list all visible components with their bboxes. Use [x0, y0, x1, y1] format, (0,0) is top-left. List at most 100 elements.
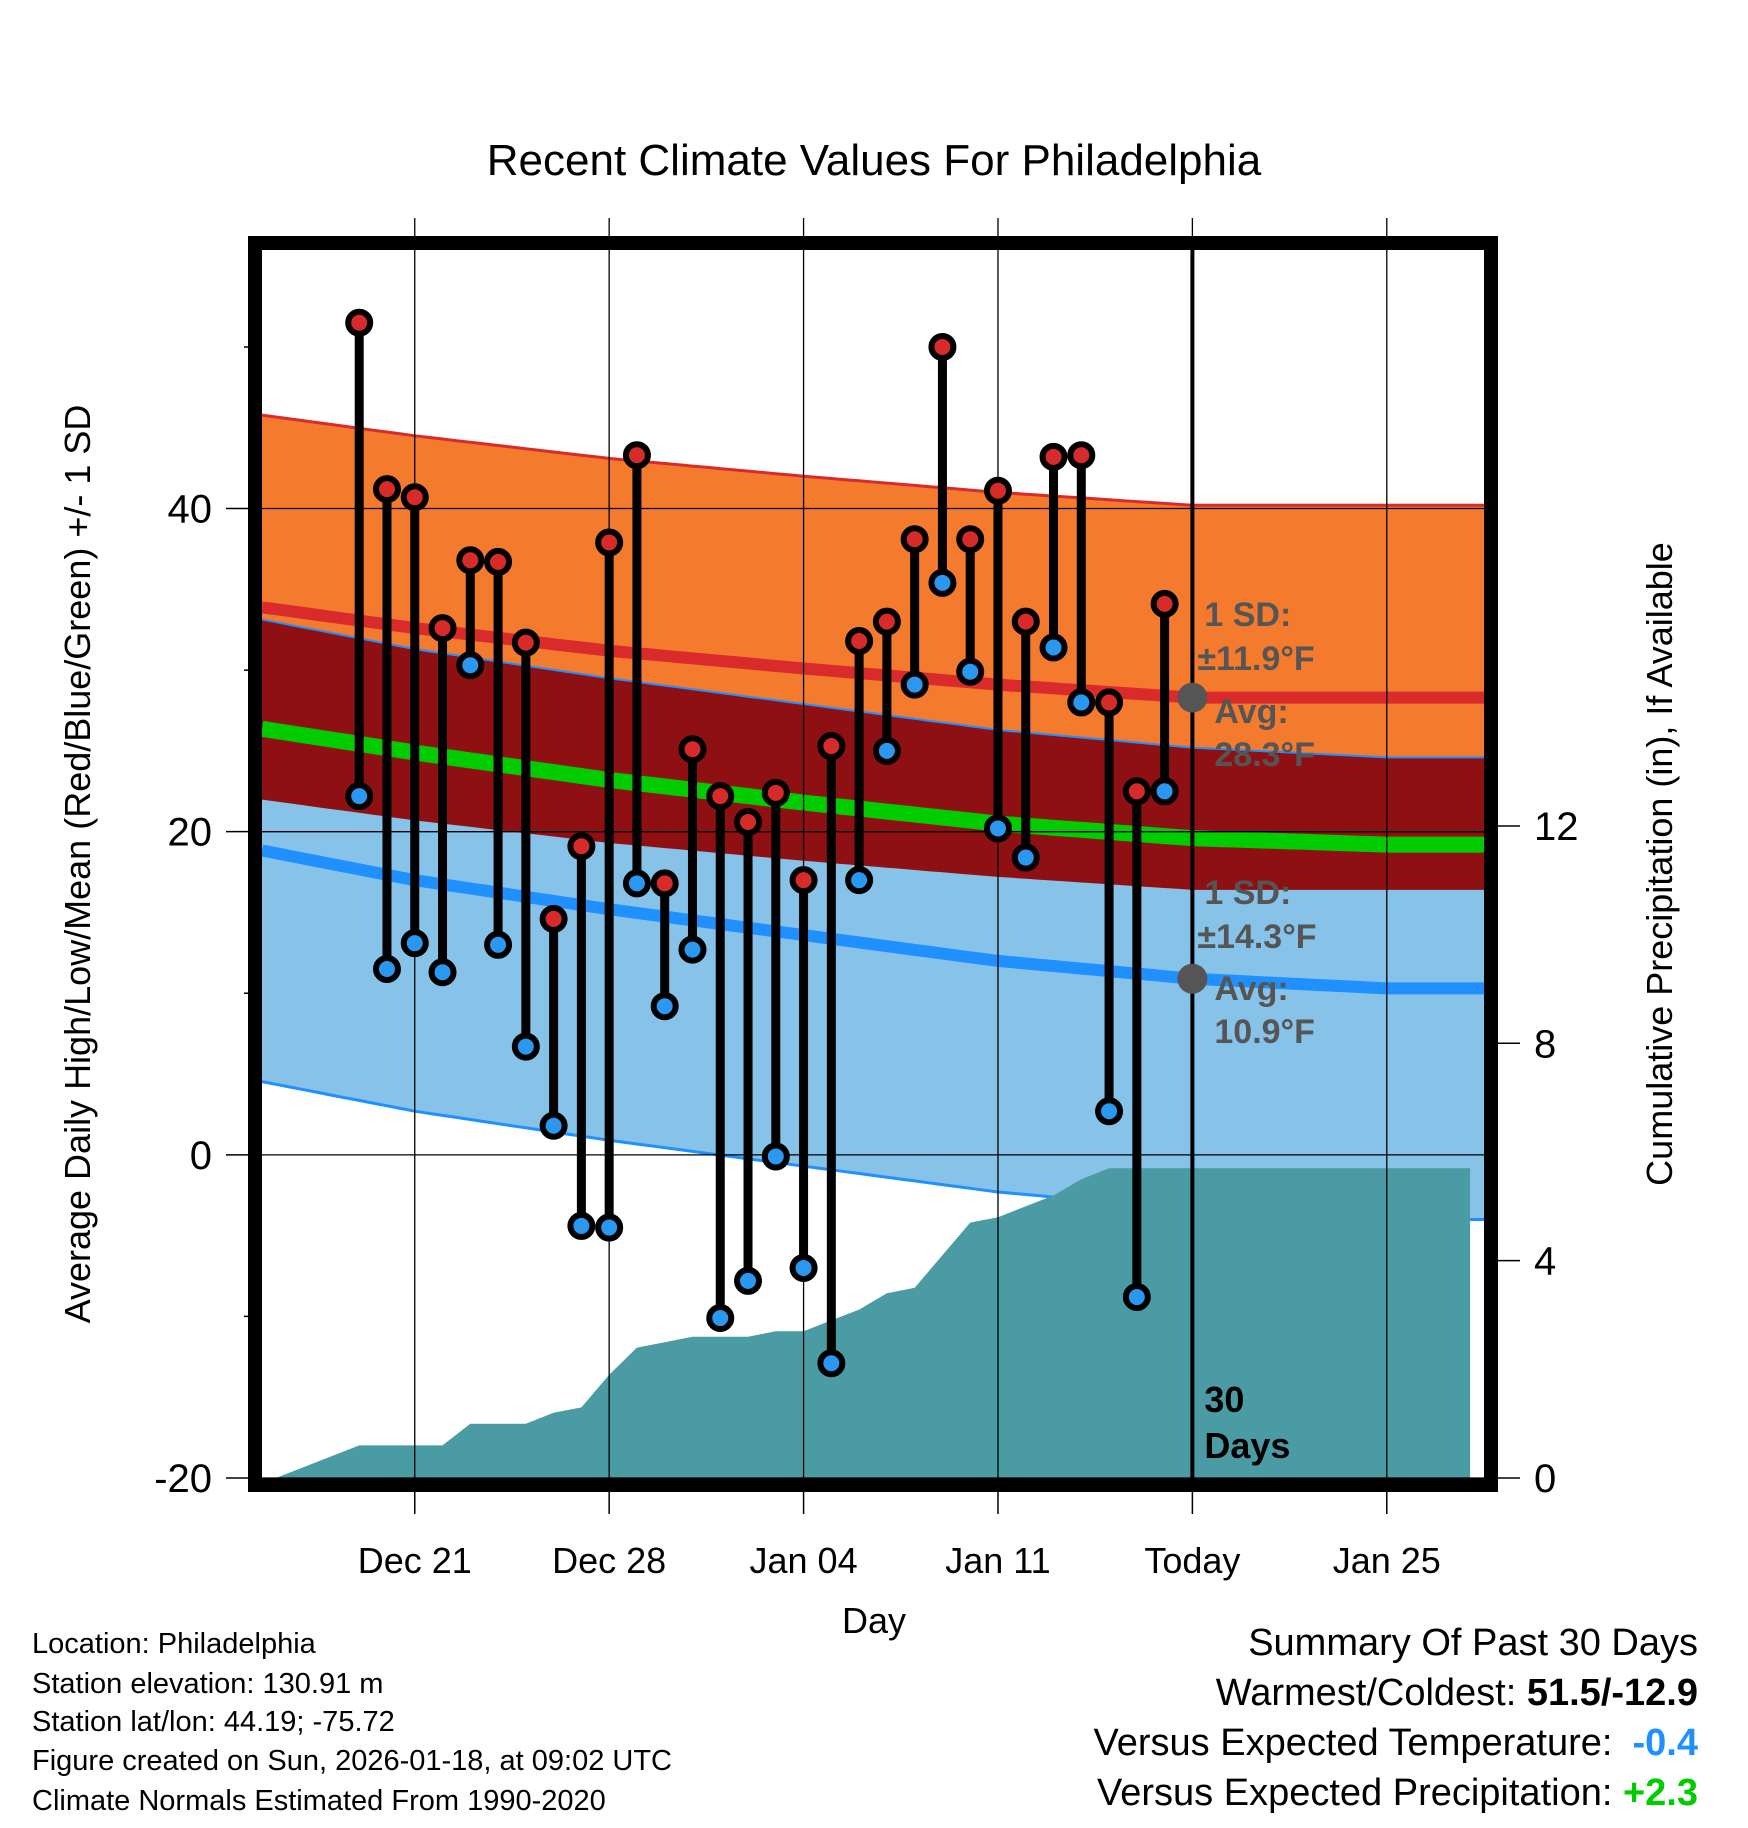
low-avg-value: 10.9°F [1214, 1013, 1315, 1051]
overlap-band [262, 619, 1484, 890]
daily-high-point [372, 475, 401, 504]
daily-low-point [817, 1349, 846, 1378]
daily-low-point [956, 657, 985, 686]
daily-low-point [983, 814, 1012, 843]
daily-high-point [1067, 441, 1096, 470]
y-tick-label: 40 [168, 488, 213, 532]
daily-high-point [872, 607, 901, 636]
daily-low-point [872, 736, 901, 765]
x-tick-label: Dec 21 [358, 1540, 472, 1581]
daily-low-point [900, 670, 929, 699]
daily-low-point [678, 935, 707, 964]
daily-high-point [1150, 589, 1179, 618]
high-avg-dot [1177, 682, 1208, 713]
daily-high-point [345, 308, 374, 337]
x-axis-label: Day [842, 1600, 906, 1641]
daily-high-point [428, 614, 457, 643]
daily-low-point [1150, 777, 1179, 806]
daily-high-point [928, 332, 957, 361]
info-location: Location: Philadelphia [32, 1628, 316, 1660]
daily-high-point [845, 627, 874, 656]
chart-title: Recent Climate Values For Philadelphia [487, 136, 1262, 185]
x-tick-label: Today [1144, 1540, 1240, 1581]
y2-tick-label: 4 [1534, 1240, 1556, 1284]
daily-high-point [1095, 688, 1124, 717]
y2-axis-label: Cumulative Precipitation (in), If Availa… [1639, 542, 1680, 1186]
low-sd-label: 1 SD: [1204, 874, 1291, 912]
daily-low-point [622, 869, 651, 898]
summary-warm-cold-label: Warmest/Coldest: [1215, 1672, 1517, 1714]
summary-title: Summary Of Past 30 Days [1248, 1622, 1698, 1664]
daily-low-point [372, 955, 401, 984]
daily-low-point [734, 1266, 763, 1295]
summary-temp-label: Versus Expected Temperature: [1093, 1722, 1613, 1764]
high-sd-value: ±11.9°F [1197, 640, 1314, 678]
daily-high-point [622, 441, 651, 470]
daily-low-point [1067, 688, 1096, 717]
daily-low-point [650, 992, 679, 1021]
daily-high-point [400, 483, 429, 512]
daily-high-point [1039, 442, 1068, 471]
info-elevation: Station elevation: 130.91 m [32, 1668, 384, 1700]
y2-tick-label: 12 [1534, 805, 1579, 849]
y-tick-label: 0 [190, 1134, 212, 1178]
summary-prcp-label: Versus Expected Precipitation: [1097, 1772, 1613, 1814]
daily-low-point [1095, 1097, 1124, 1126]
y2-tick-label: 0 [1534, 1457, 1556, 1501]
days-number-label: 30 [1204, 1379, 1244, 1420]
daily-high-point [539, 904, 568, 933]
daily-high-point [511, 628, 540, 657]
daily-high-point [484, 547, 513, 576]
daily-low-point [456, 651, 485, 680]
summary-temp-value: -0.4 [1632, 1722, 1698, 1764]
summary-warm-cold: Warmest/Coldest: 51.5/-12.9 [1216, 1672, 1698, 1715]
summary-temp: Versus Expected Temperature: -0.4 [1094, 1722, 1698, 1765]
daily-low-point [400, 929, 429, 958]
daily-high-point [817, 732, 846, 761]
daily-high-point [456, 546, 485, 575]
x-tick-label: Dec 28 [552, 1540, 666, 1581]
daily-low-point [511, 1032, 540, 1061]
daily-high-point [789, 866, 818, 895]
daily-low-point [928, 568, 957, 597]
daily-high-point [650, 869, 679, 898]
summary-prcp-value: +2.3 [1622, 1772, 1698, 1814]
daily-low-point [345, 782, 374, 811]
plot-frame [248, 236, 1498, 1492]
daily-high-point [1122, 777, 1151, 806]
y-axis-label: Average Daily High/Low/Mean (Red/Blue/Gr… [57, 405, 98, 1324]
info-latlon: Station lat/lon: 44.19; -75.72 [32, 1706, 395, 1738]
daily-high-point [595, 528, 624, 557]
high-avg-value: 28.3°F [1214, 736, 1315, 774]
summary-prcp: Versus Expected Precipitation: +2.3 [1097, 1772, 1698, 1815]
daily-high-point [983, 476, 1012, 505]
summary-warm-cold-value: 51.5/-12.9 [1526, 1672, 1698, 1714]
daily-high-point [761, 778, 790, 807]
daily-high-point [678, 735, 707, 764]
daily-low-point [761, 1142, 790, 1171]
high-avg-label: Avg: [1214, 693, 1288, 731]
x-tick-label: Jan 11 [945, 1540, 1050, 1581]
info-created: Figure created on Sun, 2026-01-18, at 09… [32, 1745, 672, 1777]
daily-high-point [956, 525, 985, 554]
daily-high-point [567, 832, 596, 861]
low-avg-dot [1177, 963, 1208, 994]
low-avg-label: Avg: [1214, 970, 1288, 1008]
daily-low-point [1011, 843, 1040, 872]
info-normals: Climate Normals Estimated From 1990-2020 [32, 1785, 606, 1817]
precip-area [262, 1168, 1471, 1478]
daily-low-point [484, 930, 513, 959]
daily-high-point [1011, 607, 1040, 636]
mean-avg-line [262, 720, 1484, 853]
x-tick-label: Jan 04 [750, 1540, 858, 1581]
y2-tick-label: 8 [1534, 1022, 1556, 1066]
high-avg-line [262, 601, 1484, 704]
daily-low-point [539, 1111, 568, 1140]
daily-high-point [706, 782, 735, 811]
daily-low-point [428, 958, 457, 987]
daily-low-point [789, 1253, 818, 1282]
low-sd-value: ±14.3°F [1197, 918, 1316, 956]
low-avg-line [262, 844, 1484, 995]
daily-low-point [845, 866, 874, 895]
